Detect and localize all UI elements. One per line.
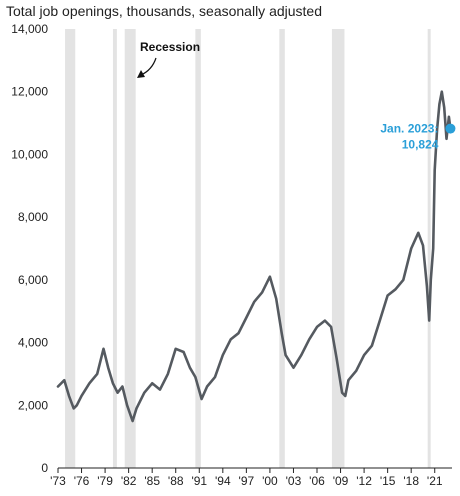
x-tick-label: '18 (403, 474, 419, 488)
y-tick-label: 4,000 (18, 336, 48, 350)
x-tick-label: '82 (121, 474, 137, 488)
y-tick-label: 2,000 (18, 398, 48, 412)
y-tick-label: 0 (41, 461, 48, 475)
x-tick-label: '15 (380, 474, 396, 488)
x-tick-label: '76 (74, 474, 90, 488)
recession-bands (65, 29, 431, 468)
x-axis: '73 '76 '79 '82 '85 '88 '91 '94 '97 '00 '03 '06 '09 '… (50, 468, 443, 488)
x-tick-label: '73 (50, 474, 66, 488)
x-tick-label: '88 (168, 474, 184, 488)
x-tick-label: '00 (262, 474, 278, 488)
x-tick-label: '12 (356, 474, 372, 488)
y-tick-label: 10,000 (11, 147, 48, 161)
chart-title: Total job openings, thousands, seasonall… (6, 3, 322, 19)
recession-arrow-icon (140, 57, 157, 76)
x-tick-label: '03 (286, 474, 302, 488)
x-tick-label: '97 (239, 474, 255, 488)
latest-value-marker (445, 123, 456, 134)
y-tick-label: 8,000 (18, 210, 48, 224)
recession-band (65, 29, 76, 468)
arrowhead-icon (137, 70, 145, 78)
x-tick-label: '91 (191, 474, 207, 488)
recession-band (331, 29, 345, 468)
x-tick-label: '79 (97, 474, 113, 488)
x-tick-label: '21 (427, 474, 443, 488)
x-tick-label: '85 (144, 474, 160, 488)
x-tick-label: '06 (309, 474, 325, 488)
recession-band (427, 29, 431, 468)
job-openings-line (56, 90, 452, 423)
y-axis: 0 2,000 4,000 6,000 8,000 10,000 12,000 14,000 (11, 22, 48, 475)
y-tick-label: 14,000 (11, 22, 48, 36)
recession-label: Recession (140, 40, 200, 54)
y-tick-label: 12,000 (11, 85, 48, 99)
x-tick-label: '94 (215, 474, 231, 488)
recession-band (112, 29, 117, 468)
recession-band (124, 29, 136, 468)
callout-value-label: 10,824 (402, 138, 439, 152)
callout-date-label: Jan. 2023: (380, 122, 438, 136)
x-tick-label: '09 (333, 474, 349, 488)
recession-band (195, 29, 201, 468)
recession-band (279, 29, 285, 468)
y-tick-label: 6,000 (18, 273, 48, 287)
